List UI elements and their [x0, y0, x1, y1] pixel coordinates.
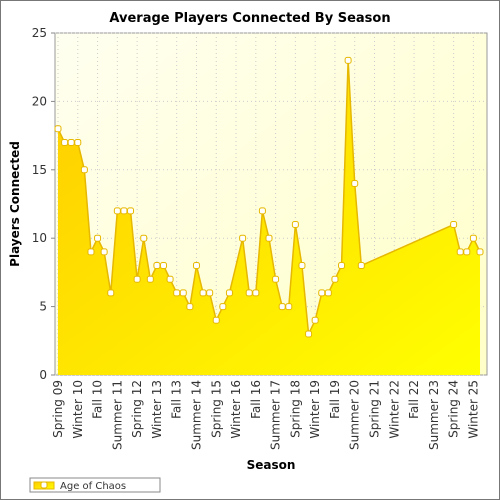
x-tick-label: Spring 15 — [209, 380, 223, 438]
x-tick-label: Fall 10 — [91, 380, 105, 419]
y-axis-label: Players Connected — [8, 141, 22, 267]
marker — [331, 275, 339, 283]
x-tick-label: Fall 13 — [170, 380, 184, 419]
y-tick-label: 20 — [32, 94, 47, 108]
x-tick-label: Winter 19 — [308, 380, 322, 439]
marker — [311, 316, 319, 324]
marker — [160, 262, 167, 270]
marker — [120, 207, 128, 215]
marker — [133, 275, 141, 283]
marker — [324, 289, 332, 297]
x-tick-label: Fall 22 — [407, 380, 421, 419]
marker — [206, 289, 214, 297]
x-tick-label: Summer 11 — [110, 380, 124, 450]
marker — [338, 262, 346, 270]
area — [58, 60, 480, 376]
x-tick-label: Summer 14 — [189, 380, 203, 450]
marker — [305, 330, 313, 338]
x-tick-label: Winter 13 — [150, 380, 164, 439]
marker — [192, 262, 200, 270]
marker — [463, 248, 471, 256]
legend-label: Age of Chaos — [60, 481, 126, 492]
y-tick-label: 5 — [39, 300, 47, 314]
x-tick-label: Spring 18 — [288, 380, 302, 438]
marker — [94, 234, 102, 242]
marker — [87, 248, 95, 256]
x-tick-label: Summer 20 — [348, 380, 362, 450]
marker — [199, 289, 207, 297]
marker — [179, 289, 187, 297]
marker — [285, 303, 293, 311]
chart-title: Average Players Connected By Season — [109, 11, 390, 26]
x-axis-label: Season — [247, 458, 296, 472]
marker — [278, 303, 286, 311]
marker — [166, 275, 174, 283]
marker — [239, 234, 247, 242]
y-tick-label: 10 — [32, 231, 47, 245]
x-tick-label: Fall 19 — [328, 380, 342, 419]
marker — [265, 234, 273, 242]
marker — [252, 289, 260, 297]
marker — [107, 289, 115, 297]
x-tick-label: Summer 17 — [269, 380, 283, 450]
y-tick-label: 15 — [32, 163, 47, 177]
legend-box — [29, 477, 161, 493]
marker — [245, 289, 253, 297]
x-tick-label: Spring 09 — [51, 380, 65, 438]
marker — [127, 207, 135, 215]
x-tick-label: Winter 25 — [466, 380, 480, 439]
marker — [456, 248, 464, 256]
marker — [146, 275, 154, 283]
x-tick-label: Winter 16 — [229, 380, 243, 439]
marker — [74, 138, 82, 146]
marker — [212, 316, 220, 324]
marker — [113, 207, 121, 215]
marker — [318, 289, 326, 297]
marker — [291, 221, 299, 229]
marker — [173, 289, 181, 297]
marker — [469, 234, 477, 242]
y-tick-label: 25 — [32, 26, 47, 40]
x-tick-label: Spring 21 — [368, 380, 382, 438]
marker — [140, 234, 148, 242]
marker — [186, 303, 194, 311]
marker — [450, 221, 458, 229]
marker — [298, 262, 306, 270]
marker — [219, 303, 227, 311]
marker — [351, 179, 359, 187]
marker — [67, 138, 75, 146]
x-tick-label: Spring 12 — [130, 380, 144, 438]
x-tick-label: Spring 24 — [447, 380, 461, 438]
y-tick-label: 0 — [39, 368, 47, 382]
marker — [54, 125, 62, 133]
marker — [258, 207, 266, 215]
x-tick-label: Fall 16 — [249, 380, 263, 419]
legend-marker — [40, 481, 48, 489]
x-tick-label: Winter 22 — [387, 380, 401, 439]
x-tick-label: Winter 10 — [71, 380, 85, 439]
x-tick-label: Summer 23 — [427, 380, 441, 450]
marker — [272, 275, 280, 283]
marker — [357, 262, 365, 270]
marker — [80, 166, 88, 174]
marker — [153, 262, 161, 270]
marker — [344, 56, 352, 64]
marker — [476, 248, 484, 256]
marker — [61, 138, 69, 146]
marker — [225, 289, 233, 297]
marker — [100, 248, 108, 256]
